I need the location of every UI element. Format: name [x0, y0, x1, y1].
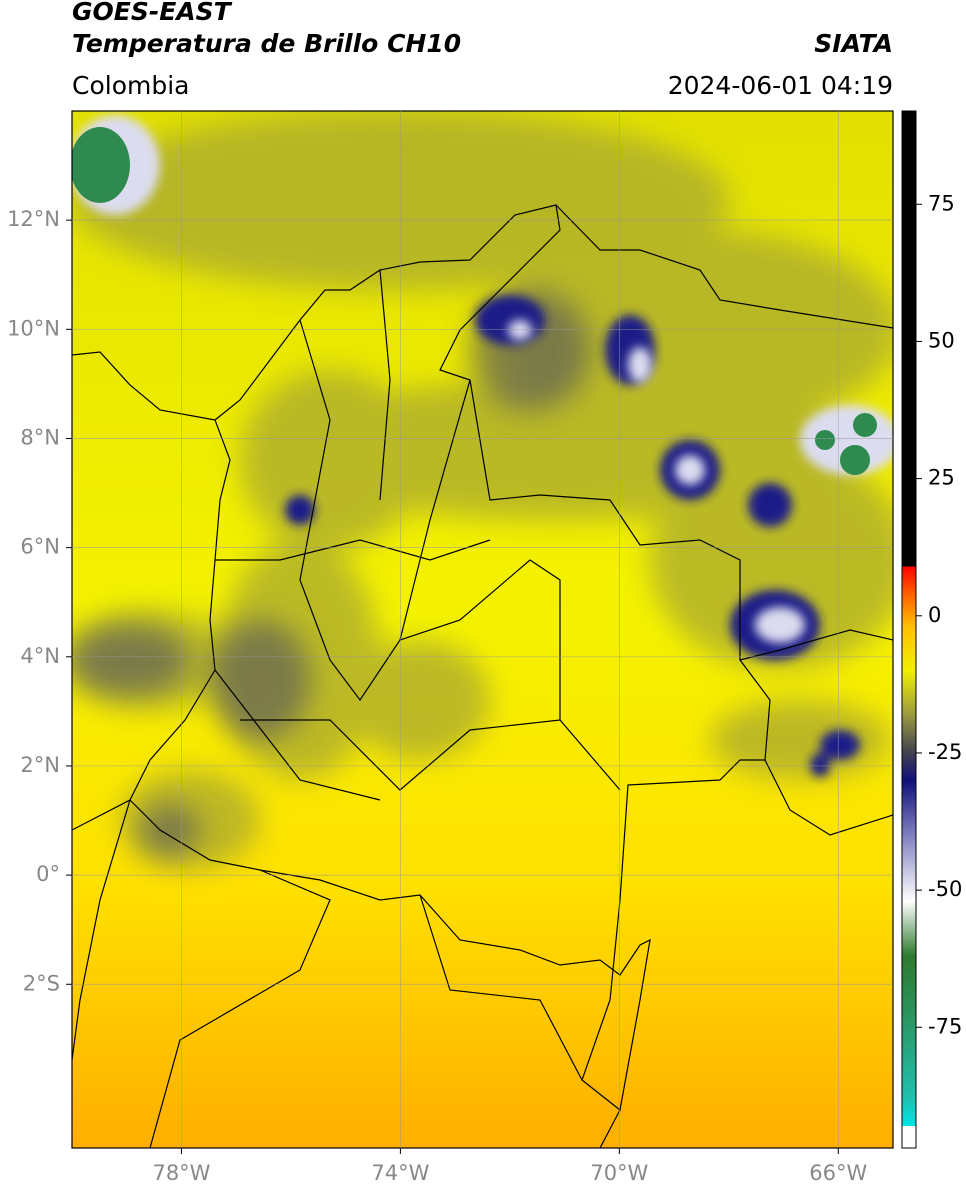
datetime: 2024-06-01 04:19 — [668, 71, 893, 100]
colorbar-tick-label: 75 — [928, 191, 955, 215]
region: Colombia — [72, 71, 189, 100]
x-tick-label: 78°W — [152, 1161, 210, 1185]
colorbar-tick-label: -25 — [928, 740, 962, 764]
colorbar — [901, 110, 917, 1149]
colorbar-tick-label: 50 — [928, 328, 955, 352]
colorbar-tick-label: -75 — [928, 1014, 962, 1038]
x-tick-label: 66°W — [809, 1161, 867, 1185]
y-tick-label: 2°S — [23, 971, 60, 995]
x-tick-label: 70°W — [590, 1161, 648, 1185]
y-tick-label: 6°N — [20, 535, 60, 559]
colorbar-tick-label: 0 — [928, 603, 941, 627]
colorbar-tick-label: -50 — [928, 877, 962, 901]
y-tick-label: 0° — [36, 862, 60, 886]
colorbar-tick-label: 25 — [928, 466, 955, 490]
y-tick-label: 8°N — [20, 425, 60, 449]
y-tick-label: 12°N — [7, 207, 60, 231]
x-tick-label: 74°W — [371, 1161, 429, 1185]
y-tick-label: 2°N — [20, 753, 60, 777]
title: GOES-EAST — [72, 0, 233, 26]
y-tick-label: 10°N — [7, 316, 60, 340]
title: Temperatura de Brillo CH10 — [72, 29, 461, 58]
satellite-image — [72, 111, 893, 1148]
y-tick-label: 4°N — [20, 644, 60, 668]
map-frame — [71, 110, 894, 1149]
agency: SIATA — [814, 29, 893, 58]
